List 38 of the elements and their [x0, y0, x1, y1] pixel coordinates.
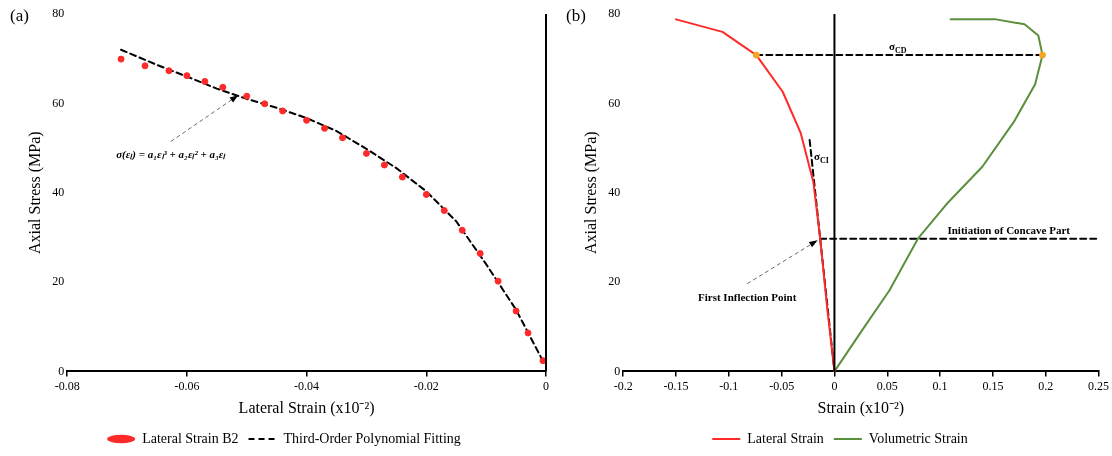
y-tick-label: 0 [614, 363, 621, 378]
y-tick-label: 80 [608, 6, 621, 21]
x-axis-title: Strain (x10⁻²) [817, 398, 905, 417]
x-tick-label: 0.1 [932, 378, 948, 393]
annotation: First Inflection Point [698, 290, 797, 303]
x-tick-label: -0.15 [663, 378, 689, 393]
x-tick-label: -0.06 [174, 378, 200, 393]
x-axis-title: Lateral Strain (x10⁻²) [238, 398, 375, 417]
x-tick-label: 0.2 [1038, 378, 1054, 393]
legend-label: Lateral Strain [747, 430, 824, 446]
chart-title: (b) [566, 6, 586, 26]
annotation: Initiation of Concave Part [947, 223, 1071, 236]
x-tick-label: 0.15 [982, 378, 1004, 393]
y-tick-label: 80 [52, 6, 65, 21]
x-tick-label: -0.05 [769, 378, 795, 393]
y-tick-label: 40 [608, 184, 621, 199]
x-tick-label: -0.04 [294, 378, 320, 393]
legend-label: Lateral Strain B2 [142, 430, 239, 446]
legend-label: Volumetric Strain [868, 430, 968, 446]
y-axis-title: Axial Stress (MPa) [581, 131, 600, 255]
y-tick-label: 0 [58, 363, 65, 378]
annotation: σ(εₗ) = a₁εₗ³ + a₂εₗ² + a₃εₗ [116, 148, 227, 162]
chart-title: (a) [10, 6, 29, 26]
y-tick-label: 20 [52, 274, 65, 289]
y-axis-title: Axial Stress (MPa) [25, 131, 44, 255]
x-tick-label: 0.25 [1088, 378, 1109, 393]
x-tick-label: 0 [543, 378, 549, 393]
x-tick-label: 0.05 [876, 378, 898, 393]
y-tick-label: 60 [608, 95, 621, 110]
x-tick-label: -0.08 [54, 378, 80, 393]
x-tick-label: -0.1 [719, 378, 739, 393]
legend-label: Third-Order Polynomial Fitting [283, 430, 461, 446]
x-tick-label: -0.02 [413, 378, 439, 393]
y-tick-label: 20 [608, 274, 621, 289]
y-tick-label: 40 [52, 184, 65, 199]
x-tick-label: 0 [831, 378, 838, 393]
y-tick-label: 60 [52, 95, 65, 110]
x-tick-label: -0.2 [613, 378, 633, 393]
